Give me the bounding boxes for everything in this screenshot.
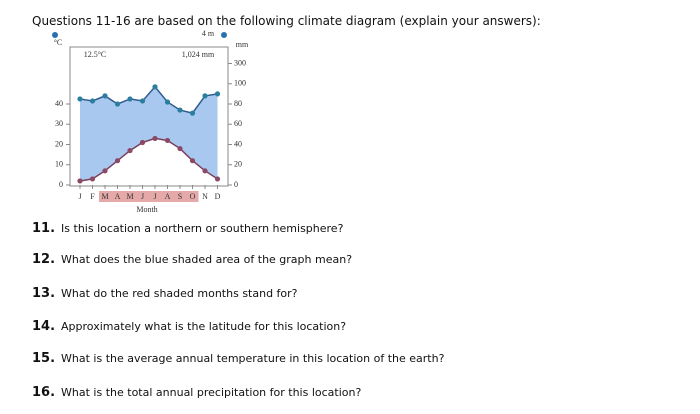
data-point <box>177 145 183 152</box>
data-point <box>152 84 158 90</box>
y2-tick-label: 20 <box>234 160 242 169</box>
data-point <box>89 176 96 182</box>
y2-tick-label: 100 <box>234 79 246 88</box>
elevation-label: 4 m <box>202 29 215 38</box>
plot-frame <box>69 46 229 187</box>
y-tick-label: 30 <box>55 119 63 128</box>
y-tick-label: 0 <box>59 180 63 189</box>
y-unit: °C <box>54 38 63 47</box>
data-point <box>202 168 208 174</box>
x-tick-label: D <box>215 192 221 201</box>
data-point <box>89 98 96 104</box>
precip-label: 1,024 mm <box>182 50 215 59</box>
x-tick-label: M <box>101 192 108 201</box>
question: 16. What is the total annual precipitatio… <box>32 385 361 400</box>
data-point <box>77 96 83 102</box>
humid-area <box>80 86 218 181</box>
data-point <box>77 178 83 184</box>
question: 13. What do the red shaded months stand f… <box>32 286 298 301</box>
question-text: What does the blue shaded area of the gr… <box>61 253 353 266</box>
data-point <box>164 99 171 105</box>
x-tick-label: J <box>78 192 81 201</box>
data-point <box>102 93 108 99</box>
x-tick-label: A <box>115 192 121 201</box>
question: 12. What does the blue shaded area of the… <box>32 252 352 267</box>
y2-tick-label: 60 <box>234 119 242 128</box>
data-point <box>139 98 146 104</box>
x-tick-label: F <box>90 192 95 201</box>
data-point <box>164 137 171 144</box>
data-point <box>114 101 121 107</box>
data-point <box>189 158 196 164</box>
question-number: 16. <box>32 385 56 400</box>
question-number: 11. <box>32 221 56 236</box>
y2-unit: mm <box>236 40 249 49</box>
data-point <box>139 139 146 146</box>
x-tick-label: M <box>126 192 133 201</box>
question-number: 15. <box>32 351 56 366</box>
marker-dot <box>52 32 58 38</box>
question-number: 13. <box>32 286 56 301</box>
question-text: Is this location a northern or southern … <box>61 222 344 235</box>
data-point <box>127 147 133 154</box>
x-tick-label: A <box>165 192 171 201</box>
question: 11. Is this location a northern or southe… <box>32 221 343 236</box>
header-title: Questions 11-16 are based on the followi… <box>32 14 541 28</box>
question-number: 12. <box>32 252 56 267</box>
temp-label: 12.5°C <box>84 50 107 59</box>
question-text: Approximately what is the latitude for t… <box>61 320 347 333</box>
x-tick-label: J <box>153 192 156 201</box>
x-tick-label: N <box>202 192 208 201</box>
question-text: What is the average annual temperature i… <box>61 352 445 365</box>
y-tick-label: 40 <box>55 99 63 108</box>
question: 15. What is the average annual temperatur… <box>32 351 444 366</box>
question-number: 14. <box>32 319 56 334</box>
data-point <box>202 93 208 99</box>
question: 14. Approximately what is the latitude fo… <box>32 319 346 334</box>
y2-tick-label: 0 <box>234 180 238 189</box>
y2-tick-label: 40 <box>234 139 242 148</box>
data-point <box>152 135 158 142</box>
data-point <box>214 91 221 97</box>
y-tick-label: 10 <box>55 160 63 169</box>
data-point <box>189 110 196 116</box>
marker-dot <box>221 32 227 38</box>
y2-tick-label: 80 <box>234 99 242 108</box>
y2-tick-label: 300 <box>234 58 246 67</box>
y-tick-label: 20 <box>55 139 63 148</box>
question-text: What is the total annual precipitation f… <box>61 386 362 399</box>
data-point <box>214 176 221 182</box>
data-point <box>102 168 108 174</box>
x-tick-label: O <box>190 192 196 201</box>
data-point <box>127 96 133 102</box>
x-tick-label: S <box>178 192 182 201</box>
data-point <box>177 107 183 113</box>
frost-free-strip <box>99 191 199 202</box>
data-point <box>114 158 121 164</box>
question-text: What do the red shaded months stand for? <box>61 287 298 300</box>
x-tick-label: J <box>141 192 144 201</box>
x-axis-label: Month <box>136 205 157 214</box>
